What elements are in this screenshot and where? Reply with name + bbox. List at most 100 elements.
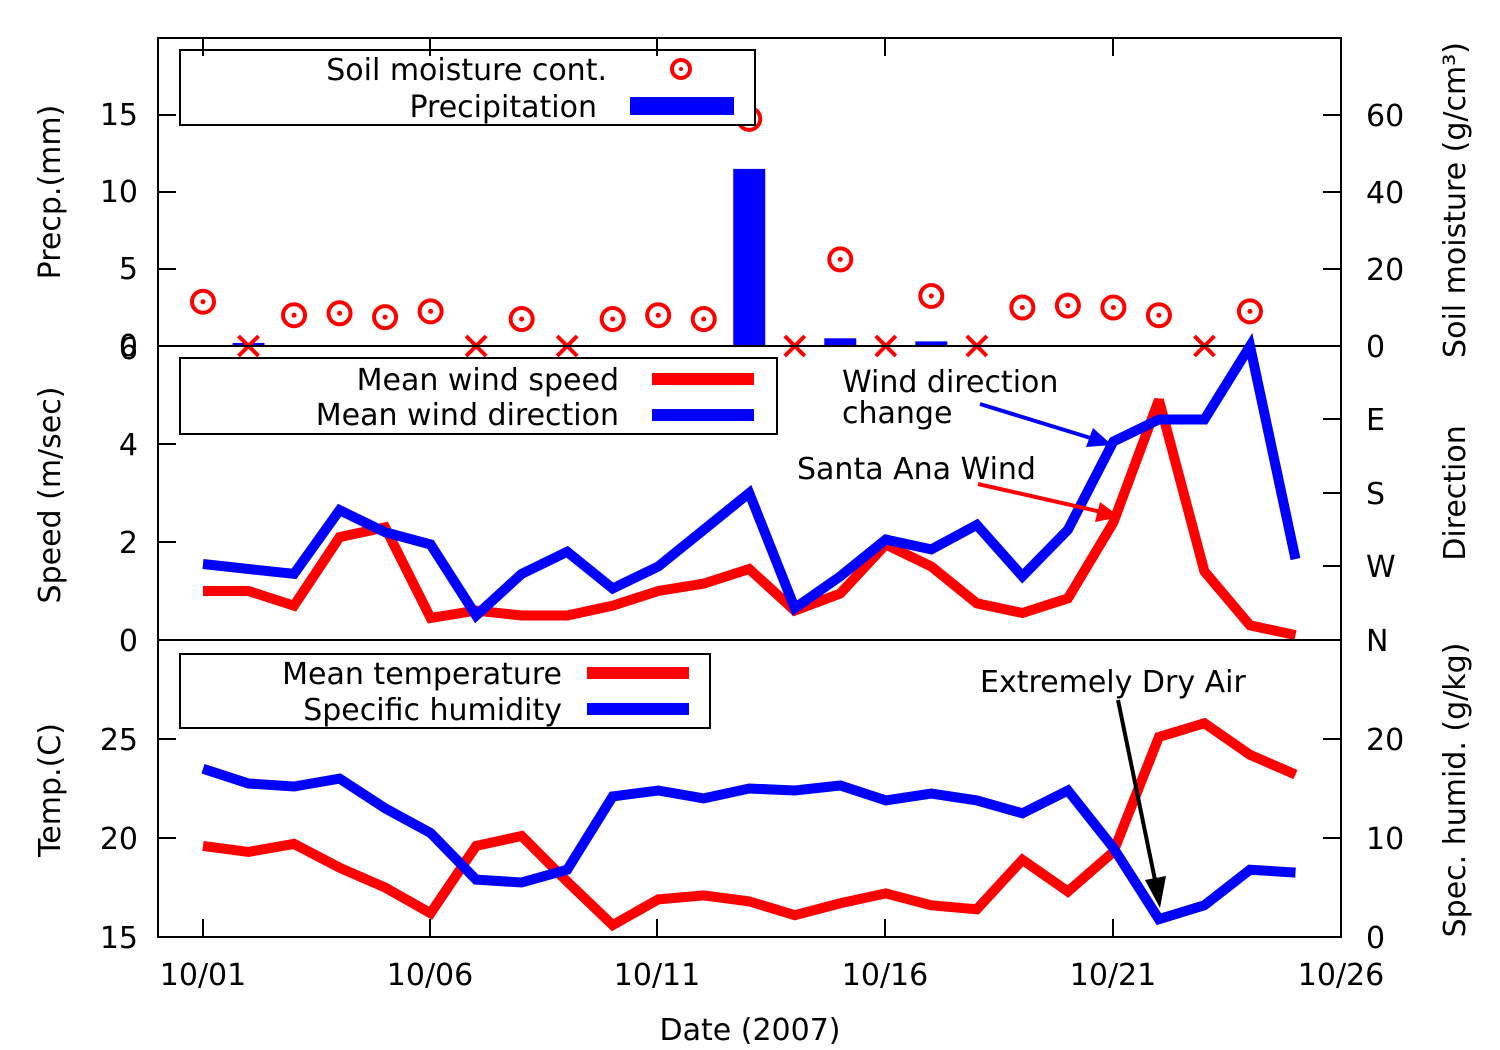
soil-moisture-point xyxy=(645,302,672,329)
top-y-tick-label: 10 xyxy=(100,175,138,210)
soil-moisture-point xyxy=(599,306,626,333)
top-y-tick-label: 15 xyxy=(100,98,138,133)
soil-moisture-dot xyxy=(519,316,525,322)
soil-moisture-point xyxy=(1054,292,1081,319)
bottom-legend-box xyxy=(179,653,711,729)
bottom-y-tick-label: 20 xyxy=(100,822,138,857)
x-tick-label: 10/21 xyxy=(1070,958,1156,993)
top-y-tick-label: 5 xyxy=(119,252,138,287)
middle-y-tick-label: 2 xyxy=(119,526,138,561)
soil-moisture-ring xyxy=(508,306,535,333)
x-tick-label: 10/01 xyxy=(160,958,246,993)
soil-moisture-ring xyxy=(1100,294,1127,321)
soil-moisture-markers xyxy=(190,105,1263,358)
soil-moisture-ring xyxy=(1054,292,1081,319)
legend-temperature-label: Mean temperature xyxy=(282,657,562,692)
soil-moisture-point xyxy=(281,302,308,329)
soil-moisture-ring xyxy=(918,282,945,309)
soil-moisture-dot xyxy=(837,256,843,262)
wind-lines xyxy=(202,332,1301,640)
bottom-y-tick-label: 15 xyxy=(100,921,138,956)
soil-moisture-point xyxy=(417,298,444,325)
precipitation-bar xyxy=(915,341,948,346)
bottom-plot-frame xyxy=(157,639,1342,938)
soil-moisture-dot xyxy=(291,312,297,318)
soil-moisture-point xyxy=(918,282,945,309)
soil-moisture-dot xyxy=(1156,312,1162,318)
wind-direction-arrow xyxy=(979,402,1098,442)
soil-moisture-point xyxy=(690,306,717,333)
soil-moisture-dot xyxy=(1019,305,1025,310)
soil-moisture-ring xyxy=(326,300,353,327)
soil-moisture-dot xyxy=(382,314,388,320)
soil-moisture-dot xyxy=(428,308,434,314)
soil-moisture-dot xyxy=(200,299,206,305)
top-legend: Soil moisture cont. Precipitation xyxy=(179,49,756,126)
soil-moisture-dot xyxy=(655,312,661,318)
soil-moisture-point xyxy=(1100,294,1127,321)
middle-y2-axis-label: Direction xyxy=(1438,425,1473,561)
legend-soil-moisture-marker xyxy=(670,58,692,80)
middle-y2-tick-label: N xyxy=(1366,624,1388,659)
soil-moisture-ring xyxy=(1145,302,1172,329)
top-y-axis-label: Precp.(mm) xyxy=(33,105,68,280)
x-tick-label: 10/11 xyxy=(614,958,700,993)
soil-moisture-ring xyxy=(645,302,672,329)
wind-panel: 0 2 4 6 N W S E Speed (m/sec) Direction … xyxy=(33,332,1473,659)
soil-moisture-ring xyxy=(1009,294,1036,321)
middle-y2-tick-label: W xyxy=(1366,550,1396,585)
temperature-humidity-panel: 15 20 25 0 10 20 10/01 10/06 10/11 10/16… xyxy=(33,38,1473,1048)
top-y2-tick-label: 0 xyxy=(1366,330,1385,365)
bottom-legend: Mean temperature Specific humidity xyxy=(179,653,711,729)
soil-moisture-ring xyxy=(690,306,717,333)
middle-y-tick-label: 0 xyxy=(119,624,138,659)
bottom-y2-tick-label: 20 xyxy=(1366,723,1404,758)
x-tick-label: 10/16 xyxy=(842,958,928,993)
x-tick-label: 10/06 xyxy=(387,958,473,993)
soil-moisture-dot xyxy=(701,316,707,322)
bottom-y2-tick-label: 0 xyxy=(1366,921,1385,956)
x-axis-label: Date (2007) xyxy=(660,1013,841,1048)
middle-y-tick-label: 6 xyxy=(119,332,138,367)
soil-moisture-ring xyxy=(190,288,216,315)
dry-air-annotation: Extremely Dry Air xyxy=(980,665,1246,908)
dry-air-arrow xyxy=(1116,699,1157,881)
soil-moisture-ring xyxy=(599,306,626,333)
wind-direction-annotation: Wind direction change xyxy=(842,365,1112,447)
legend-wind-direction-label: Mean wind direction xyxy=(316,398,619,433)
soil-moisture-ring xyxy=(281,302,308,329)
middle-legend: Mean wind speed Mean wind direction xyxy=(179,357,778,435)
santa-ana-annotation: Santa Ana Wind xyxy=(797,452,1120,522)
soil-moisture-point xyxy=(372,304,399,331)
legend-precipitation-label: Precipitation xyxy=(409,90,597,125)
middle-y2-tick-label: S xyxy=(1366,477,1385,512)
soil-moisture-dot xyxy=(1247,308,1253,314)
soil-moisture-dot xyxy=(928,293,934,299)
bottom-y-axis-label: Temp.(C) xyxy=(33,723,68,858)
wind-direction-annotation-line2: change xyxy=(842,396,952,431)
soil-moisture-point xyxy=(508,306,535,333)
soil-moisture-point xyxy=(326,300,353,327)
soil-moisture-point xyxy=(190,288,216,315)
soil-moisture-dot xyxy=(337,310,343,316)
soil-moisture-point xyxy=(827,246,854,273)
legend-soil-moisture-label: Soil moisture cont. xyxy=(326,53,607,88)
soil-moisture-dot xyxy=(610,316,616,322)
middle-y2-tick-label: E xyxy=(1366,403,1385,438)
legend-precipitation-swatch xyxy=(630,97,734,115)
soil-moisture-point xyxy=(1009,294,1036,321)
santa-ana-arrow xyxy=(977,482,1107,515)
soil-moisture-ring xyxy=(827,246,854,273)
x-axis-ticks xyxy=(202,38,1342,937)
bottom-y2-tick-label: 10 xyxy=(1366,822,1404,857)
santa-ana-arrowhead xyxy=(1095,502,1120,522)
soil-moisture-ring xyxy=(417,298,444,325)
precipitation-bar xyxy=(824,338,857,346)
precip-soil-panel: 0 5 10 15 0 20 40 60 Precp.(mm) Soil moi… xyxy=(33,37,1473,365)
middle-y-tick-label: 4 xyxy=(119,428,138,463)
temperature-humidity-lines xyxy=(201,717,1298,932)
soil-moisture-ring xyxy=(1236,298,1263,325)
wind-direction-line xyxy=(202,332,1301,624)
top-y2-tick-label: 40 xyxy=(1366,176,1404,211)
middle-y-axis-label: Speed (m/sec) xyxy=(33,387,68,604)
